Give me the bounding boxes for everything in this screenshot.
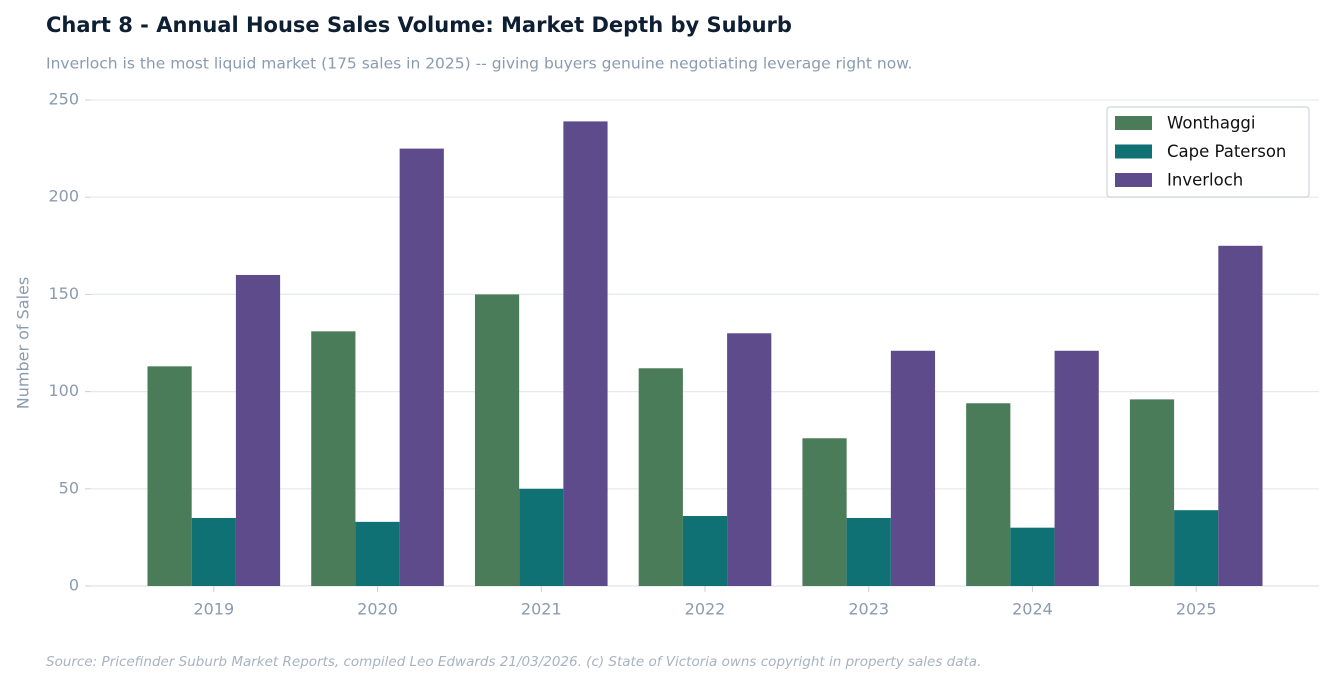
y-tick-label: 50 (59, 478, 79, 497)
bar (1174, 510, 1219, 586)
bar (355, 521, 400, 586)
x-tick-label: 2024 (1012, 600, 1053, 619)
bar (399, 148, 444, 586)
legend-swatch (1115, 173, 1152, 187)
bar (1129, 399, 1175, 586)
x-tick-label: 2022 (685, 600, 726, 619)
legend-swatch (1115, 144, 1152, 159)
y-tick-label: 150 (48, 284, 79, 303)
bar (563, 121, 608, 586)
bar (682, 516, 728, 586)
bar (1218, 245, 1263, 587)
bar (519, 488, 564, 586)
bar (191, 517, 236, 586)
legend-label: Inverloch (1167, 171, 1243, 190)
legend-label: Cape Paterson (1167, 142, 1286, 161)
y-axis-label: Number of Sales (14, 277, 33, 409)
chart-title: Chart 8 - Annual House Sales Volume: Mar… (46, 13, 792, 37)
source-note: Source: Pricefinder Suburb Market Report… (46, 654, 981, 670)
bar (147, 366, 192, 586)
legend-swatch (1115, 116, 1152, 130)
x-tick-label: 2020 (357, 600, 398, 619)
x-tick-label: 2019 (193, 600, 234, 619)
bar (846, 517, 891, 586)
y-tick-label: 250 (48, 90, 79, 109)
bar (966, 403, 1011, 586)
bar (1054, 350, 1099, 586)
y-tick-label: 0 (69, 576, 79, 595)
bar (235, 274, 281, 586)
bar (1010, 527, 1055, 586)
bar (802, 438, 847, 586)
x-tick-label: 2021 (521, 600, 562, 619)
bar (727, 333, 772, 586)
legend-box (1106, 106, 1310, 198)
x-tick-label: 2025 (1176, 600, 1217, 619)
chart-subtitle: Inverloch is the most liquid market (175… (46, 55, 912, 73)
y-tick-label: 200 (48, 187, 79, 206)
bar (474, 294, 520, 586)
x-tick-label: 2023 (848, 600, 889, 619)
bar (311, 331, 356, 586)
bar (638, 368, 683, 586)
legend-label: Wonthaggi (1167, 114, 1255, 133)
bar (890, 350, 936, 586)
y-tick-label: 100 (48, 381, 79, 400)
